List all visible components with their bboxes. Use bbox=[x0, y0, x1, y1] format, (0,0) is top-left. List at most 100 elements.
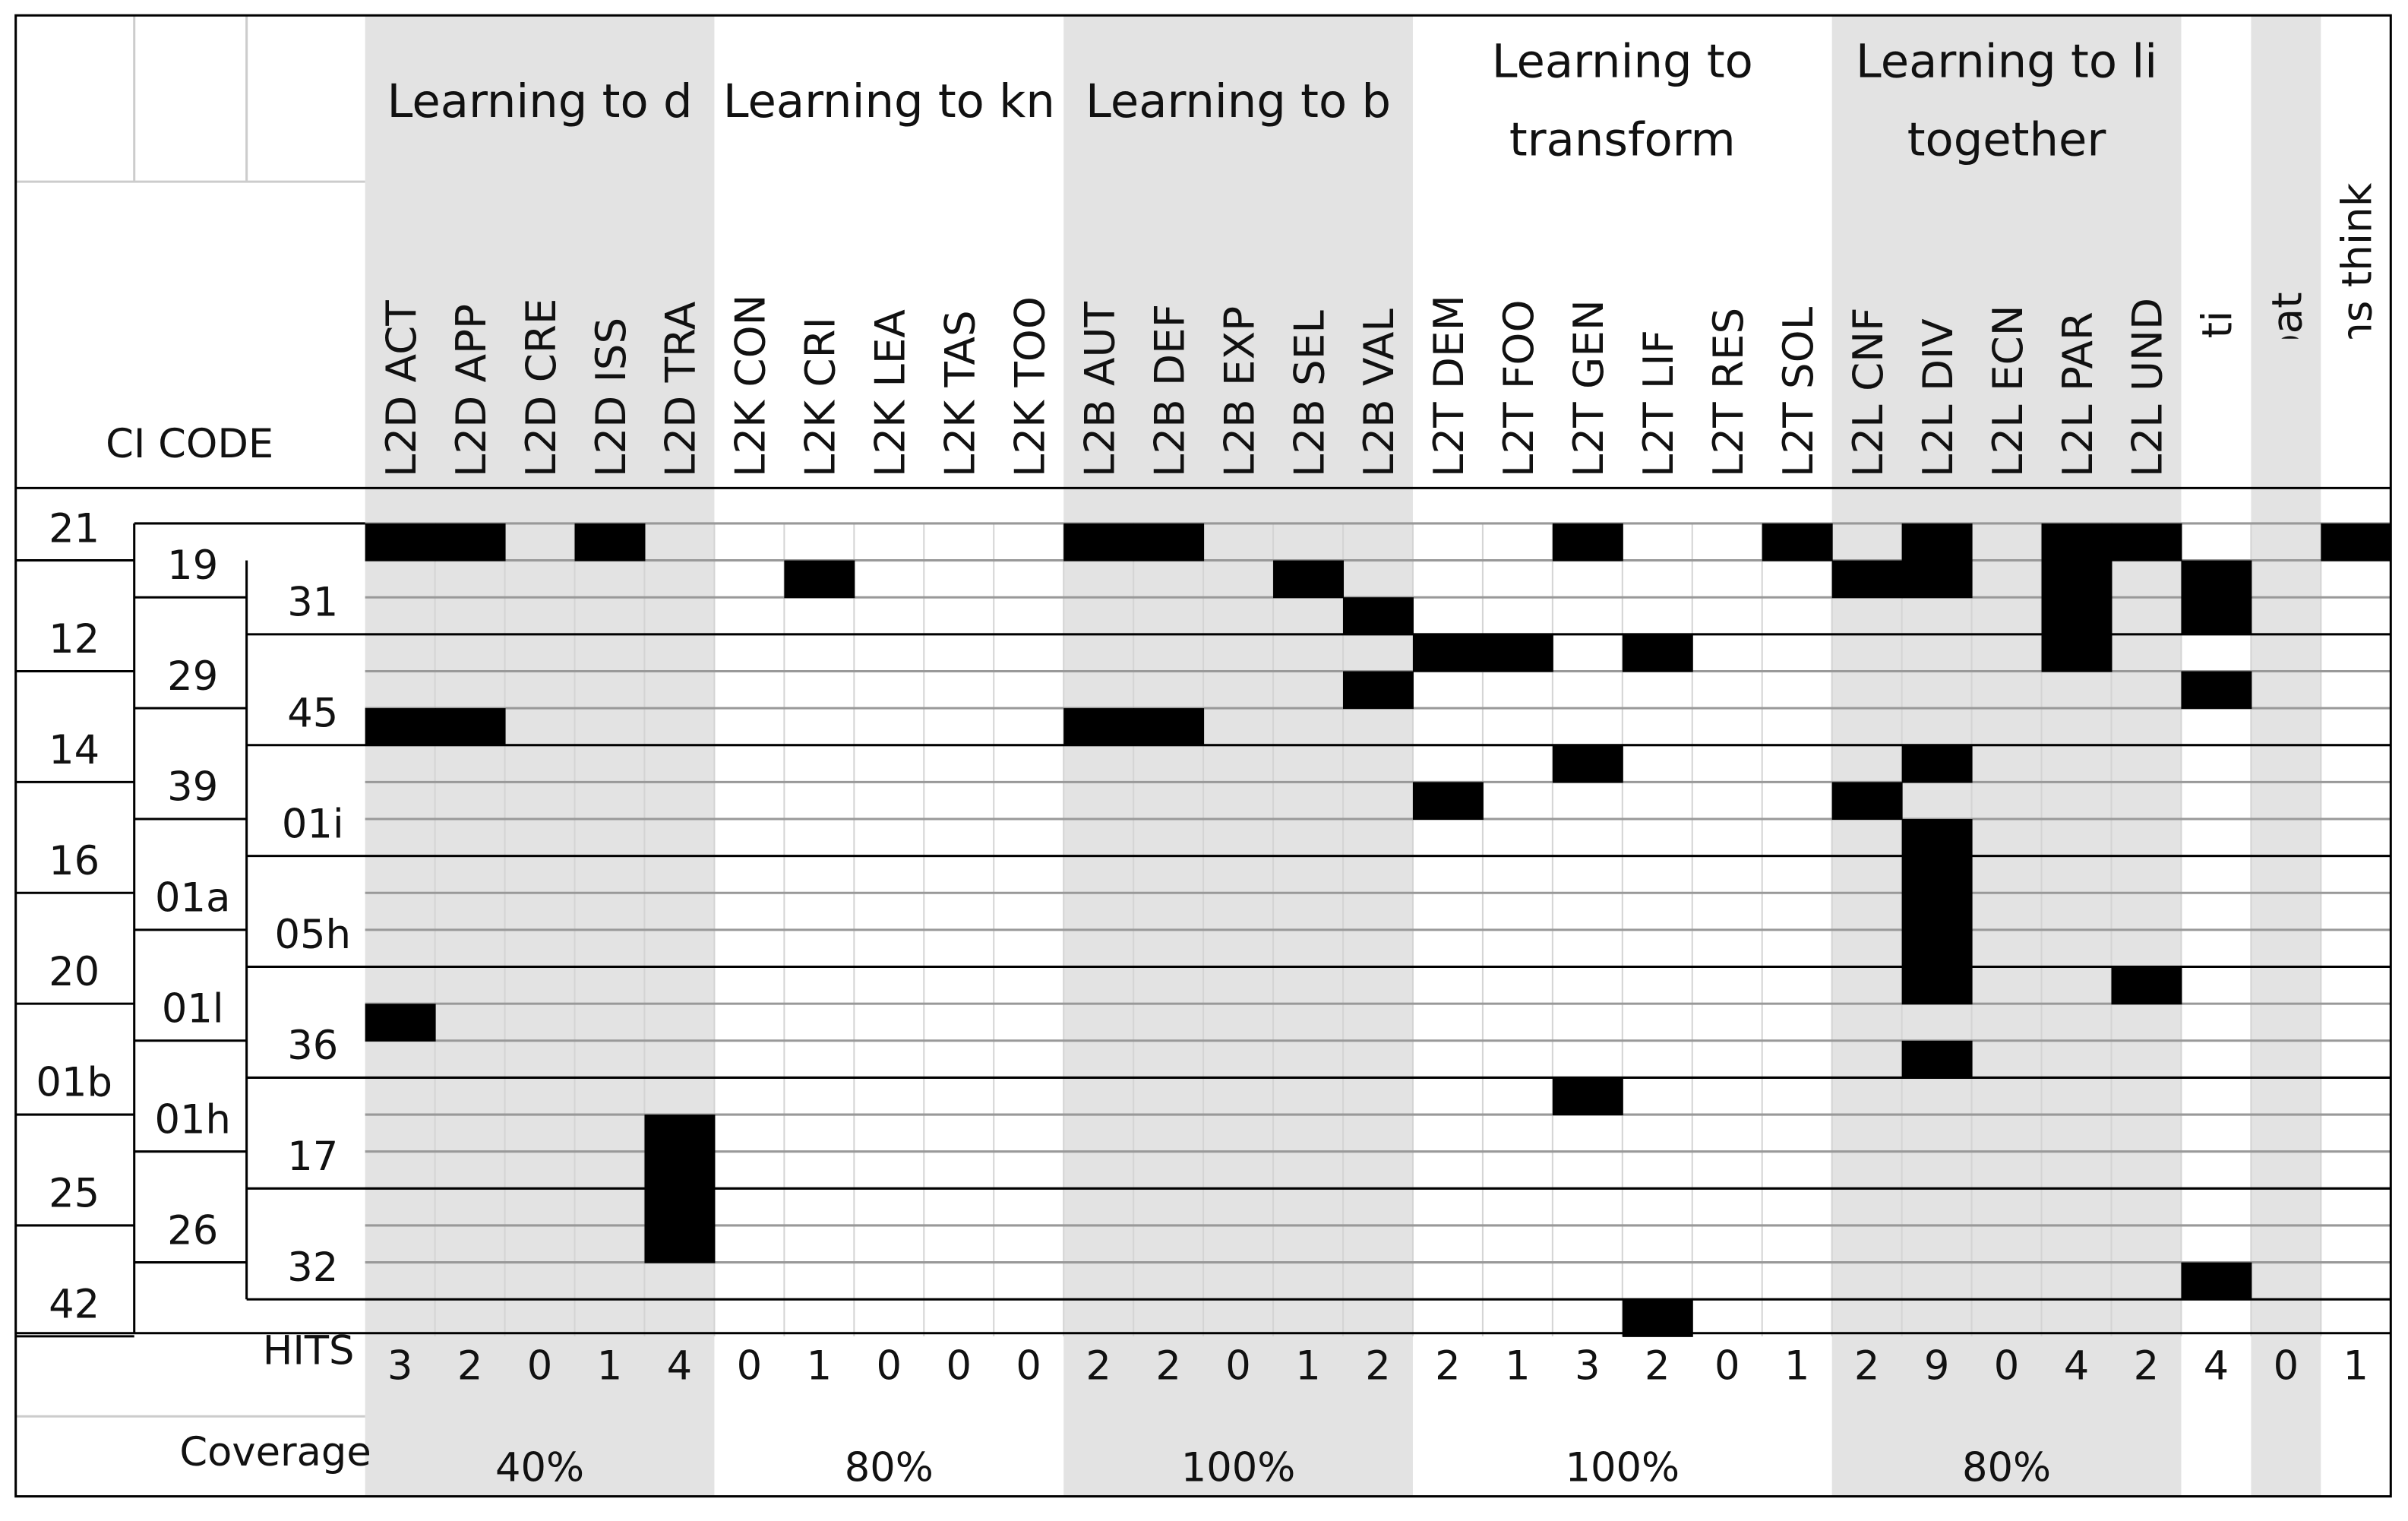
hits-value: 0 bbox=[2274, 1343, 2299, 1390]
hits-value: 2 bbox=[1155, 1343, 1181, 1390]
column-label-wrap: L2D ISS bbox=[586, 318, 635, 477]
ci-code: 01l bbox=[162, 985, 224, 1032]
hits-value: 1 bbox=[1295, 1343, 1321, 1390]
column-label-wrap: L2B AUT bbox=[1075, 302, 1123, 478]
hit-cell bbox=[365, 708, 436, 746]
hit-cell bbox=[1063, 523, 1135, 561]
hit-cell bbox=[1133, 708, 1205, 746]
hits-value: 2 bbox=[1085, 1343, 1111, 1390]
ci-code: 45 bbox=[287, 690, 338, 736]
column-label: L2D ACT bbox=[377, 300, 425, 477]
column-label-wrap: L2K CRI bbox=[796, 317, 845, 477]
hit-cell bbox=[2181, 671, 2252, 710]
ci-code: 19 bbox=[167, 542, 218, 589]
hit-cell bbox=[1901, 745, 1973, 783]
border bbox=[14, 14, 2392, 1498]
column-label-wrap: L2L ECN bbox=[1983, 305, 2032, 477]
hits-value: 0 bbox=[877, 1343, 902, 1390]
ci-code: 01h bbox=[155, 1096, 231, 1143]
hit-cell bbox=[1552, 745, 1623, 783]
coverage-label: Coverage bbox=[179, 1429, 371, 1475]
hit-cell bbox=[2041, 560, 2113, 599]
hit-cell bbox=[2181, 560, 2252, 599]
column-label: L2L UND bbox=[2123, 298, 2172, 477]
ci-code: 17 bbox=[287, 1134, 338, 1180]
hit-cell bbox=[1901, 1040, 1973, 1079]
ci-code: 39 bbox=[167, 764, 218, 811]
hit-cell bbox=[2111, 523, 2182, 561]
column-label-wrap: L2K TAS bbox=[936, 310, 984, 477]
hit-cell bbox=[1901, 855, 1973, 894]
hits-label: HITS bbox=[263, 1327, 355, 1374]
hit-cell bbox=[644, 1225, 716, 1263]
hit-cell bbox=[2111, 966, 2182, 1005]
column-label: L2B DEF bbox=[1145, 304, 1193, 477]
hit-cell bbox=[435, 708, 506, 746]
hit-cell bbox=[2041, 634, 2113, 672]
column-label: L2D CRE bbox=[517, 299, 565, 478]
hits-value: 0 bbox=[946, 1343, 972, 1390]
hit-cell bbox=[1412, 634, 1484, 672]
hits-value: 3 bbox=[387, 1343, 413, 1390]
column-label-wrap: L2L PAR bbox=[2053, 311, 2102, 477]
shading bbox=[365, 15, 2321, 1497]
column-label-wrap: L2D CRE bbox=[517, 299, 565, 478]
hit-cell bbox=[1901, 893, 1973, 931]
column-label-wrap: L2K CON bbox=[726, 294, 775, 477]
ci-code: 20 bbox=[49, 949, 100, 995]
column-label-wrap: L2B SEL bbox=[1285, 310, 1333, 477]
ci-code: 32 bbox=[287, 1244, 338, 1291]
ci-code: 12 bbox=[49, 616, 100, 662]
hit-cell bbox=[2181, 1262, 2252, 1301]
group-label: Learning to b bbox=[1085, 75, 1391, 128]
hit-cell bbox=[1273, 560, 1345, 599]
hit-cell bbox=[1901, 523, 1973, 561]
column-label: L2K TOO bbox=[1005, 296, 1054, 477]
column-label-wrap: L2L DIV bbox=[1913, 318, 1962, 477]
coverage-value: 100% bbox=[1181, 1444, 1296, 1491]
coverage-value: 40% bbox=[495, 1444, 584, 1491]
hits-value: 3 bbox=[1575, 1343, 1601, 1390]
hit-cell bbox=[435, 523, 506, 561]
hit-cell bbox=[2181, 597, 2252, 635]
hit-cell bbox=[644, 1188, 716, 1226]
column-label-wrap: L2T FOO bbox=[1494, 299, 1543, 477]
column-label: L2B SEL bbox=[1285, 310, 1333, 477]
column-label: L2T GEN bbox=[1564, 299, 1613, 477]
group-shade bbox=[1831, 15, 2182, 1497]
hits-value: 2 bbox=[1645, 1343, 1670, 1390]
hit-cell bbox=[1412, 782, 1484, 821]
coverage-value: 80% bbox=[1962, 1444, 2051, 1491]
column-label-wrap: L2K LEA bbox=[866, 309, 915, 477]
coverage-value: 80% bbox=[845, 1444, 934, 1491]
hit-cell bbox=[1552, 523, 1623, 561]
hit-cell bbox=[1133, 523, 1205, 561]
hits-value: 4 bbox=[2064, 1343, 2090, 1390]
hits-value: 2 bbox=[2134, 1343, 2160, 1390]
ci-code: 42 bbox=[49, 1282, 100, 1328]
hits-value: 4 bbox=[2204, 1343, 2229, 1390]
column-label-wrap: L2L UND bbox=[2123, 298, 2172, 477]
column-label: L2L CNF bbox=[1844, 307, 1892, 477]
hits-value: 1 bbox=[807, 1343, 833, 1390]
hit-cell bbox=[644, 1151, 716, 1190]
column-label: L2L ECN bbox=[1983, 305, 2032, 477]
column-label-wrap: L2B EXP bbox=[1215, 306, 1263, 477]
hit-cell bbox=[2321, 523, 2392, 561]
column-label-wrap: L2T GEN bbox=[1564, 299, 1613, 477]
column-label: L2D ISS bbox=[586, 318, 635, 477]
column-label-wrap: Normati bbox=[2193, 311, 2242, 477]
column-label: L2K LEA bbox=[866, 309, 915, 477]
column-label: L2K CRI bbox=[796, 317, 845, 477]
hit-cell bbox=[2041, 523, 2113, 561]
ci-code: 01a bbox=[155, 875, 230, 922]
column-label: L2D TRA bbox=[656, 302, 705, 477]
column-label: Normati bbox=[2193, 311, 2242, 477]
column-label: L2B VAL bbox=[1354, 308, 1403, 478]
group-label: Learning to li bbox=[1856, 35, 2157, 88]
group-label: together bbox=[1907, 114, 2106, 167]
hit-cell bbox=[1901, 560, 1973, 599]
hits-value: 0 bbox=[1714, 1343, 1740, 1390]
hit-cell bbox=[1622, 1299, 1693, 1337]
column-label: L2L DIV bbox=[1913, 318, 1962, 477]
